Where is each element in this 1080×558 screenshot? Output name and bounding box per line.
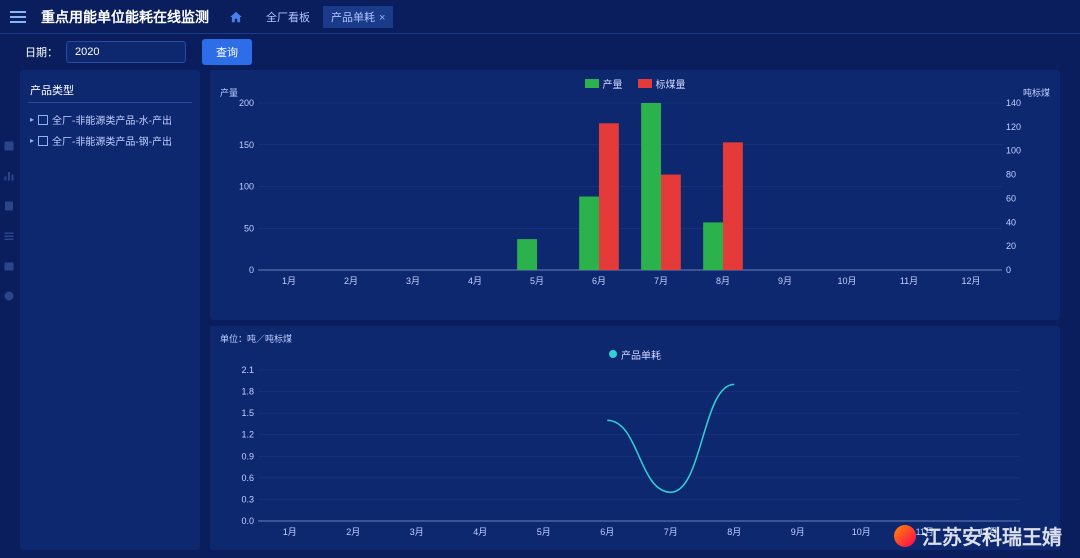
svg-text:2月: 2月 bbox=[344, 276, 358, 286]
chart1-legend: 产量标煤量 bbox=[220, 76, 1050, 91]
tree-item[interactable]: ▸ 全厂-非能源类产品-钢-产出 bbox=[28, 130, 192, 151]
close-icon[interactable]: × bbox=[379, 12, 385, 24]
legend-item[interactable]: 产量 bbox=[585, 76, 623, 91]
date-label: 日期： bbox=[25, 44, 58, 60]
svg-text:1.2: 1.2 bbox=[241, 429, 254, 439]
svg-text:10月: 10月 bbox=[852, 527, 871, 537]
line-chart-panel: 单位：吨／吨标煤 产品单耗 0.0 0.3 0.6 0.9 1.2 1.5 1.8 2.1 1月… bbox=[210, 326, 1060, 550]
svg-text:1月: 1月 bbox=[283, 527, 297, 537]
sidebar: 产品类型 ▸ 全厂-非能源类产品-水-产出 ▸ 全厂-非能源类产品-钢-产出 bbox=[20, 70, 200, 550]
tab-label: 全厂看板 bbox=[266, 12, 310, 24]
svg-text:100: 100 bbox=[239, 182, 254, 192]
svg-text:5月: 5月 bbox=[537, 527, 551, 537]
svg-text:0.9: 0.9 bbox=[241, 451, 254, 461]
svg-text:200: 200 bbox=[239, 98, 254, 108]
chart-area: 产量标煤量 产量 吨标煤 050100150200020406080100120… bbox=[210, 70, 1060, 550]
svg-text:4月: 4月 bbox=[473, 527, 487, 537]
svg-text:2.1: 2.1 bbox=[241, 365, 254, 375]
y2-axis-label: 吨标煤 bbox=[1023, 86, 1050, 99]
y1-axis-label: 产量 bbox=[220, 86, 238, 99]
tab-bar: 全厂看板 产品单耗 × bbox=[229, 6, 393, 28]
svg-text:6月: 6月 bbox=[600, 527, 614, 537]
tab-label: 产品单耗 bbox=[331, 12, 375, 24]
svg-text:50: 50 bbox=[244, 223, 254, 233]
svg-text:1月: 1月 bbox=[282, 276, 296, 286]
svg-text:4月: 4月 bbox=[468, 276, 482, 286]
nav-icon[interactable] bbox=[3, 260, 15, 272]
tab-dashboard[interactable]: 全厂看板 bbox=[258, 6, 318, 28]
nav-icon[interactable] bbox=[3, 230, 15, 242]
svg-text:5月: 5月 bbox=[530, 276, 544, 286]
app-header: 重点用能单位能耗在线监测 全厂看板 产品单耗 × bbox=[0, 0, 1080, 34]
svg-text:11月: 11月 bbox=[900, 276, 918, 286]
svg-text:6月: 6月 bbox=[592, 276, 606, 286]
legend-item[interactable]: 产品单耗 bbox=[609, 347, 661, 362]
date-input[interactable] bbox=[66, 41, 186, 63]
svg-text:7月: 7月 bbox=[664, 527, 678, 537]
svg-text:8月: 8月 bbox=[727, 527, 741, 537]
tab-product[interactable]: 产品单耗 × bbox=[323, 6, 393, 28]
svg-text:7月: 7月 bbox=[654, 276, 668, 286]
app-title: 重点用能单位能耗在线监测 bbox=[41, 7, 209, 27]
tree-item-label: 全厂-非能源类产品-钢-产出 bbox=[52, 133, 172, 148]
svg-text:0.6: 0.6 bbox=[241, 472, 254, 482]
svg-text:1.8: 1.8 bbox=[241, 386, 254, 396]
svg-text:150: 150 bbox=[239, 140, 254, 150]
svg-text:1.5: 1.5 bbox=[241, 408, 254, 418]
product-tree: ▸ 全厂-非能源类产品-水-产出 ▸ 全厂-非能源类产品-钢-产出 bbox=[28, 109, 192, 151]
toolbar: 日期： 查询 bbox=[0, 34, 1080, 70]
svg-text:60: 60 bbox=[1006, 193, 1016, 203]
svg-text:40: 40 bbox=[1006, 217, 1016, 227]
nav-icon[interactable] bbox=[3, 200, 15, 212]
svg-text:100: 100 bbox=[1006, 146, 1021, 156]
svg-text:0: 0 bbox=[1006, 265, 1011, 275]
query-button[interactable]: 查询 bbox=[202, 39, 252, 65]
menu-icon[interactable] bbox=[10, 11, 26, 23]
watermark: 江苏安科瑞王婧 bbox=[894, 521, 1062, 550]
watermark-text: 江苏安科瑞王婧 bbox=[922, 521, 1062, 550]
nav-icon[interactable] bbox=[3, 140, 15, 152]
home-icon[interactable] bbox=[229, 10, 243, 24]
main-content: 产品类型 ▸全厂-非能源类产品-水-产出▸全厂-非能源类产品-钢-产出 产量标煤… bbox=[0, 70, 1080, 558]
svg-text:0.0: 0.0 bbox=[241, 516, 254, 526]
checkbox[interactable] bbox=[38, 136, 48, 146]
chevron-right-icon: ▸ bbox=[30, 115, 34, 124]
svg-text:20: 20 bbox=[1006, 241, 1016, 251]
tree-item[interactable]: ▸ 全厂-非能源类产品-水-产出 bbox=[28, 109, 192, 130]
svg-text:12月: 12月 bbox=[961, 276, 980, 286]
weibo-icon bbox=[894, 525, 916, 547]
svg-text:140: 140 bbox=[1006, 98, 1021, 108]
svg-text:0: 0 bbox=[249, 265, 254, 275]
svg-text:10月: 10月 bbox=[837, 276, 856, 286]
svg-text:8月: 8月 bbox=[716, 276, 730, 286]
line-chart-svg: 0.0 0.3 0.6 0.9 1.2 1.5 1.8 2.1 1月 2月 3月 4月 5月 6月 7月 8月… bbox=[220, 364, 1040, 539]
left-nav-icons bbox=[3, 140, 15, 302]
legend-item[interactable]: 标煤量 bbox=[638, 76, 686, 91]
chevron-right-icon: ▸ bbox=[30, 136, 34, 145]
tree-item-label: 全厂-非能源类产品-水-产出 bbox=[52, 112, 172, 127]
chart2-legend: 产品单耗 bbox=[220, 347, 1050, 362]
nav-icon[interactable] bbox=[3, 290, 15, 302]
bar-chart-panel: 产量标煤量 产量 吨标煤 050100150200020406080100120… bbox=[210, 70, 1060, 320]
svg-text:80: 80 bbox=[1006, 170, 1016, 180]
checkbox[interactable] bbox=[38, 115, 48, 125]
svg-text:3月: 3月 bbox=[406, 276, 420, 286]
svg-text:9月: 9月 bbox=[791, 527, 805, 537]
svg-text:9月: 9月 bbox=[778, 276, 792, 286]
bar-chart-svg: 0 50 100 150 200 0 20 40 60 80 100 120 140 1月 2月 3月 4月 5月… bbox=[220, 93, 1040, 288]
sidebar-title: 产品类型 bbox=[28, 78, 192, 103]
svg-text:3月: 3月 bbox=[410, 527, 424, 537]
svg-text:0.3: 0.3 bbox=[241, 494, 254, 504]
svg-text:120: 120 bbox=[1006, 122, 1021, 132]
nav-icon[interactable] bbox=[3, 170, 15, 182]
svg-text:2月: 2月 bbox=[346, 527, 360, 537]
chart2-title: 单位：吨／吨标煤 bbox=[220, 332, 1050, 345]
